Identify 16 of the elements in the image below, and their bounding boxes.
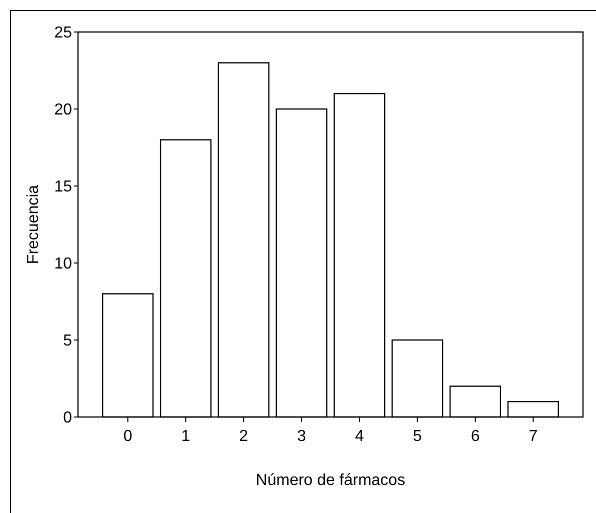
y-tick-label: 20 (54, 102, 72, 119)
x-axis-title: Número de fármacos (256, 472, 406, 489)
x-tick-label: 4 (355, 428, 364, 445)
x-tick-label: 2 (239, 428, 248, 445)
x-tick-label: 1 (181, 428, 190, 445)
y-tick-label: 15 (54, 178, 72, 196)
x-tick-label: 3 (297, 428, 306, 445)
x-tick-label: 7 (528, 428, 538, 445)
y-tick-label: 5 (63, 332, 72, 350)
x-tick-label: 5 (412, 428, 422, 445)
x-tick-label: 6 (470, 428, 480, 445)
y-tick-label: 10 (54, 256, 72, 273)
y-tick-label: 0 (63, 410, 72, 427)
y-axis-title: Frecuencia (25, 184, 42, 264)
x-tick-label: 0 (123, 428, 132, 445)
y-tick-label: 25 (54, 24, 72, 42)
